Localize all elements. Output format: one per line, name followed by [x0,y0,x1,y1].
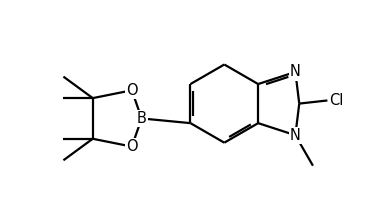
Text: N: N [290,64,301,80]
Text: N: N [290,128,301,143]
Text: O: O [126,139,138,154]
Text: Cl: Cl [329,93,343,108]
Text: B: B [136,111,147,126]
Text: O: O [126,83,138,98]
